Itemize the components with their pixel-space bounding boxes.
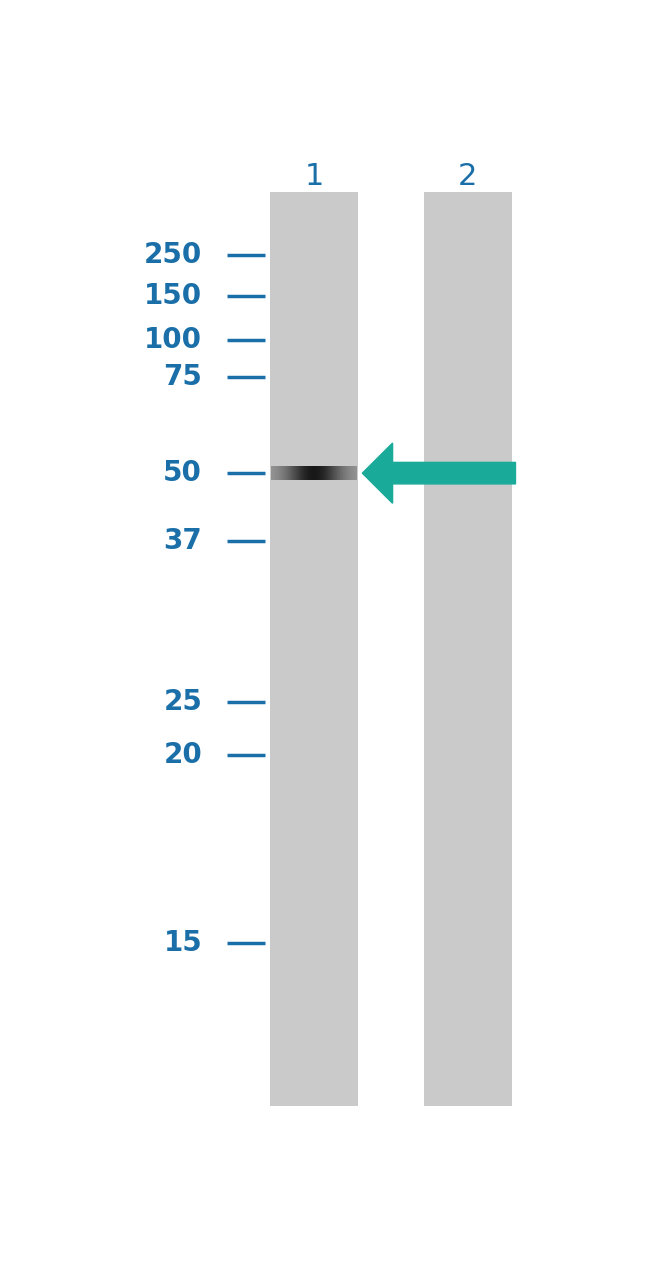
Text: 15: 15 xyxy=(163,928,202,956)
Text: 100: 100 xyxy=(144,326,202,354)
Text: 37: 37 xyxy=(163,527,202,555)
Text: 50: 50 xyxy=(163,460,202,488)
Bar xyxy=(270,192,358,1106)
Text: 250: 250 xyxy=(144,241,202,269)
Text: 25: 25 xyxy=(163,688,202,716)
Text: 1: 1 xyxy=(304,163,324,192)
Text: 75: 75 xyxy=(163,363,202,391)
Text: 150: 150 xyxy=(144,282,202,310)
Text: 2: 2 xyxy=(458,163,477,192)
Bar xyxy=(424,192,512,1106)
Text: 20: 20 xyxy=(163,740,202,768)
FancyArrow shape xyxy=(362,443,515,503)
